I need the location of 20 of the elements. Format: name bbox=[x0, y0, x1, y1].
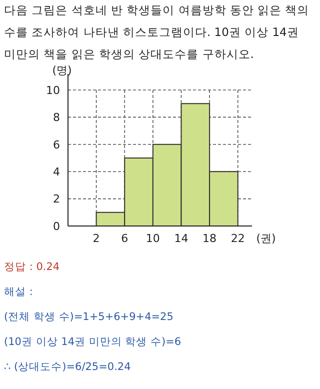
text: (전체 학생 수)=1+5+6+9+4=25 bbox=[4, 311, 174, 323]
chart-title: 다음 그림은 석호네 반 학생들이 여름방학 동안 읽은 책의 수를 조사하여 나타낸 히스토그램이다. 10권 이상 14권 미만의 책을 읽은 학생의 상대도수를 구하시오. bbox=[4, 3, 310, 61]
x-tick-label: 10 bbox=[146, 232, 160, 245]
text: (10권 이상 14권 미만의 학생 수)=6 bbox=[4, 336, 182, 348]
text: 해설 : bbox=[4, 286, 33, 298]
x-tick-label: 18 bbox=[202, 232, 217, 245]
x-tick-label: 6 bbox=[121, 232, 128, 245]
x-tick-label: 22 bbox=[230, 232, 245, 245]
y-tick-label: 0 bbox=[53, 220, 60, 233]
y-tick-label: 10 bbox=[46, 84, 60, 97]
y-tick-label: 4 bbox=[53, 165, 60, 178]
x-axis-title: (권) bbox=[256, 232, 276, 245]
y-axis-title: (명) bbox=[52, 64, 72, 77]
text: 정답 : 0.24 bbox=[4, 261, 60, 273]
y-tick-label: 2 bbox=[53, 192, 60, 206]
y-tick-label: 8 bbox=[53, 111, 60, 124]
x-tick-label: 14 bbox=[174, 232, 188, 245]
text: ∴ (상대도수)=6/25=0.24 bbox=[4, 361, 132, 373]
x-tick-label: 2 bbox=[92, 232, 100, 245]
y-tick-label: 6 bbox=[53, 138, 60, 152]
